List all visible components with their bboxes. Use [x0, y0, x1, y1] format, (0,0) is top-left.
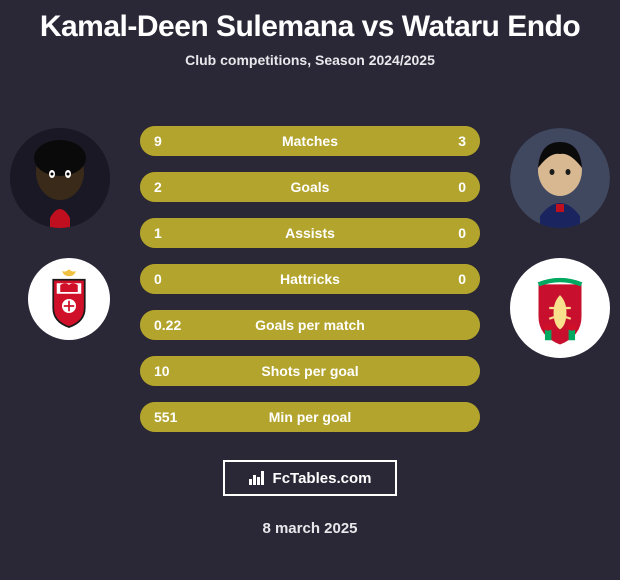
- stat-value-left: 0: [140, 271, 210, 287]
- stat-label: Hattricks: [210, 271, 410, 287]
- southampton-crest-icon: [34, 264, 104, 334]
- stat-value-left: 551: [140, 409, 210, 425]
- club-right-badge: [510, 258, 610, 358]
- stat-label: Matches: [210, 133, 410, 149]
- stat-label: Min per goal: [210, 409, 410, 425]
- stat-row: 1Assists0: [140, 218, 480, 248]
- player-left-avatar: [10, 128, 110, 228]
- stat-row: 551Min per goal: [140, 402, 480, 432]
- brand-text: FcTables.com: [273, 470, 372, 487]
- stat-row: 0.22Goals per match: [140, 310, 480, 340]
- stat-value-right: 0: [410, 179, 480, 195]
- subtitle: Club competitions, Season 2024/2025: [0, 52, 620, 68]
- page-title: Kamal-Deen Sulemana vs Wataru Endo: [0, 0, 620, 44]
- stat-value-left: 10: [140, 363, 210, 379]
- comparison-panel: 9Matches32Goals01Assists00Hattricks00.22…: [0, 98, 620, 432]
- player-right-avatar: [510, 128, 610, 228]
- stat-value-right: 3: [410, 133, 480, 149]
- stat-value-left: 9: [140, 133, 210, 149]
- stat-label: Assists: [210, 225, 410, 241]
- stats-list: 9Matches32Goals01Assists00Hattricks00.22…: [140, 98, 480, 432]
- stat-row: 9Matches3: [140, 126, 480, 156]
- brand-box: FcTables.com: [223, 460, 397, 496]
- stat-label: Goals: [210, 179, 410, 195]
- club-left-badge: [28, 258, 110, 340]
- stat-row: 2Goals0: [140, 172, 480, 202]
- stat-row: 10Shots per goal: [140, 356, 480, 386]
- liverpool-crest-icon: [517, 265, 603, 351]
- footer-date: 8 march 2025: [0, 520, 620, 537]
- stat-label: Goals per match: [210, 317, 410, 333]
- stat-label: Shots per goal: [210, 363, 410, 379]
- bars-icon: [249, 471, 267, 485]
- stat-value-left: 2: [140, 179, 210, 195]
- player-right-face-icon: [510, 128, 610, 228]
- stat-value-left: 1: [140, 225, 210, 241]
- stat-value-right: 0: [410, 225, 480, 241]
- stat-row: 0Hattricks0: [140, 264, 480, 294]
- stat-value-right: 0: [410, 271, 480, 287]
- player-left-face-icon: [10, 128, 110, 228]
- stat-value-left: 0.22: [140, 317, 210, 333]
